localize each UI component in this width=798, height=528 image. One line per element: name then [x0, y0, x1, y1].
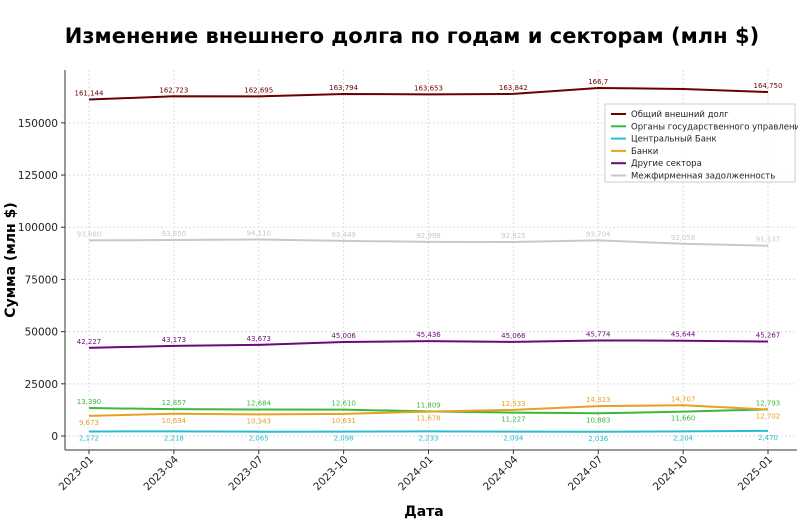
- data-label: 2,036: [588, 435, 609, 443]
- x-tick-label: 2023-07: [226, 454, 266, 494]
- data-label: 164,750: [754, 82, 783, 90]
- data-label: 93,850: [162, 230, 187, 238]
- data-label: 12,610: [331, 400, 356, 408]
- data-label: 12,857: [162, 399, 187, 407]
- data-label: 12,793: [756, 399, 781, 407]
- y-axis-label: Сумма (млн $): [3, 202, 19, 317]
- data-label: 9,673: [79, 419, 99, 427]
- data-label: 42,227: [77, 338, 102, 346]
- legend-entry: Другие сектора: [631, 159, 702, 169]
- data-label: 45,006: [331, 332, 356, 340]
- data-label: 2,065: [249, 435, 269, 443]
- y-tick-label: 75000: [25, 274, 58, 286]
- x-tick-label: 2025-01: [736, 454, 776, 494]
- data-label: 12,684: [247, 400, 272, 408]
- data-label: 94,110: [247, 230, 272, 238]
- data-label: 163,842: [499, 84, 528, 92]
- data-label: 93,449: [331, 231, 356, 239]
- data-label: 11,809: [416, 401, 441, 409]
- series-line: [88, 339, 769, 349]
- data-label: 2,233: [418, 434, 438, 442]
- data-label: 45,267: [756, 331, 781, 339]
- data-label: 12,702: [756, 412, 781, 420]
- y-tick-label: 100000: [18, 222, 58, 234]
- legend-entry: Межфирменная задолженность: [631, 172, 775, 182]
- legend: Общий внешний долг Органы государственног…: [604, 103, 798, 183]
- x-tick-label: 2023-10: [311, 454, 351, 494]
- x-tick-label: 2024-01: [396, 454, 436, 494]
- y-tick-label: 0: [51, 431, 58, 443]
- data-label: 45,774: [586, 330, 611, 338]
- data-label: 14,707: [671, 395, 696, 403]
- data-label: 14,323: [586, 396, 611, 404]
- data-label: 2,172: [79, 434, 99, 442]
- data-label: 93,680: [77, 230, 102, 238]
- data-label: 10,631: [331, 417, 356, 425]
- data-label: 91,137: [756, 236, 781, 244]
- data-label: 11,678: [416, 415, 441, 423]
- data-label: 92,058: [671, 234, 696, 242]
- data-label: 92,925: [501, 232, 526, 240]
- data-label: 2,094: [503, 435, 524, 443]
- data-label: 2,098: [334, 435, 354, 443]
- series-line: [88, 429, 769, 433]
- x-tick-label: 2024-10: [651, 454, 691, 494]
- data-label: 12,533: [501, 400, 526, 408]
- data-label: 45,644: [671, 331, 696, 339]
- data-label: 162,695: [244, 86, 273, 94]
- data-label: 45,066: [501, 332, 526, 340]
- data-label: 2,204: [673, 434, 694, 442]
- data-label: 2,218: [164, 434, 184, 442]
- legend-box: [604, 103, 796, 183]
- x-tick-label: 2024-07: [566, 454, 606, 494]
- data-label: 161,144: [75, 90, 104, 98]
- y-tick-label: 25000: [25, 379, 58, 391]
- y-tick-label: 125000: [18, 170, 58, 182]
- legend-entry: Банки: [631, 147, 658, 157]
- x-tick-label: 2023-04: [141, 453, 181, 493]
- data-label: 11,227: [501, 416, 526, 424]
- data-label: 10,634: [162, 417, 187, 425]
- data-label: 10,343: [247, 417, 272, 425]
- data-label: 93,704: [586, 230, 611, 238]
- x-tick-label: 2023-01: [57, 454, 97, 494]
- data-label: 163,794: [329, 84, 358, 92]
- data-label: 10,883: [586, 416, 611, 424]
- data-label: 43,673: [247, 335, 272, 343]
- data-label: 43,173: [162, 336, 187, 344]
- data-label: 2,470: [758, 434, 778, 442]
- data-label: 163,653: [414, 84, 443, 92]
- y-tick-label: 50000: [25, 327, 58, 339]
- x-tick-label: 2024-04: [481, 453, 521, 493]
- data-label: 13,390: [77, 398, 102, 406]
- y-tick-label: 150000: [18, 118, 58, 130]
- chart-title: Изменение внешнего долга по годам и сект…: [65, 24, 759, 48]
- x-axis-label: Дата: [404, 504, 443, 520]
- series-line: [88, 86, 769, 101]
- data-label: 45,436: [416, 331, 441, 339]
- series-line: [88, 404, 769, 417]
- data-label: 162,723: [159, 86, 188, 94]
- legend-entry: Органы государственного управления: [631, 122, 798, 132]
- series-line: [88, 238, 769, 247]
- legend-entry: Общий внешний долг: [631, 110, 729, 120]
- data-label: 92,998: [416, 232, 441, 240]
- data-label: 11,660: [671, 415, 696, 423]
- legend-entry: Центральный Банк: [631, 135, 717, 145]
- data-label: 166,7: [588, 78, 608, 86]
